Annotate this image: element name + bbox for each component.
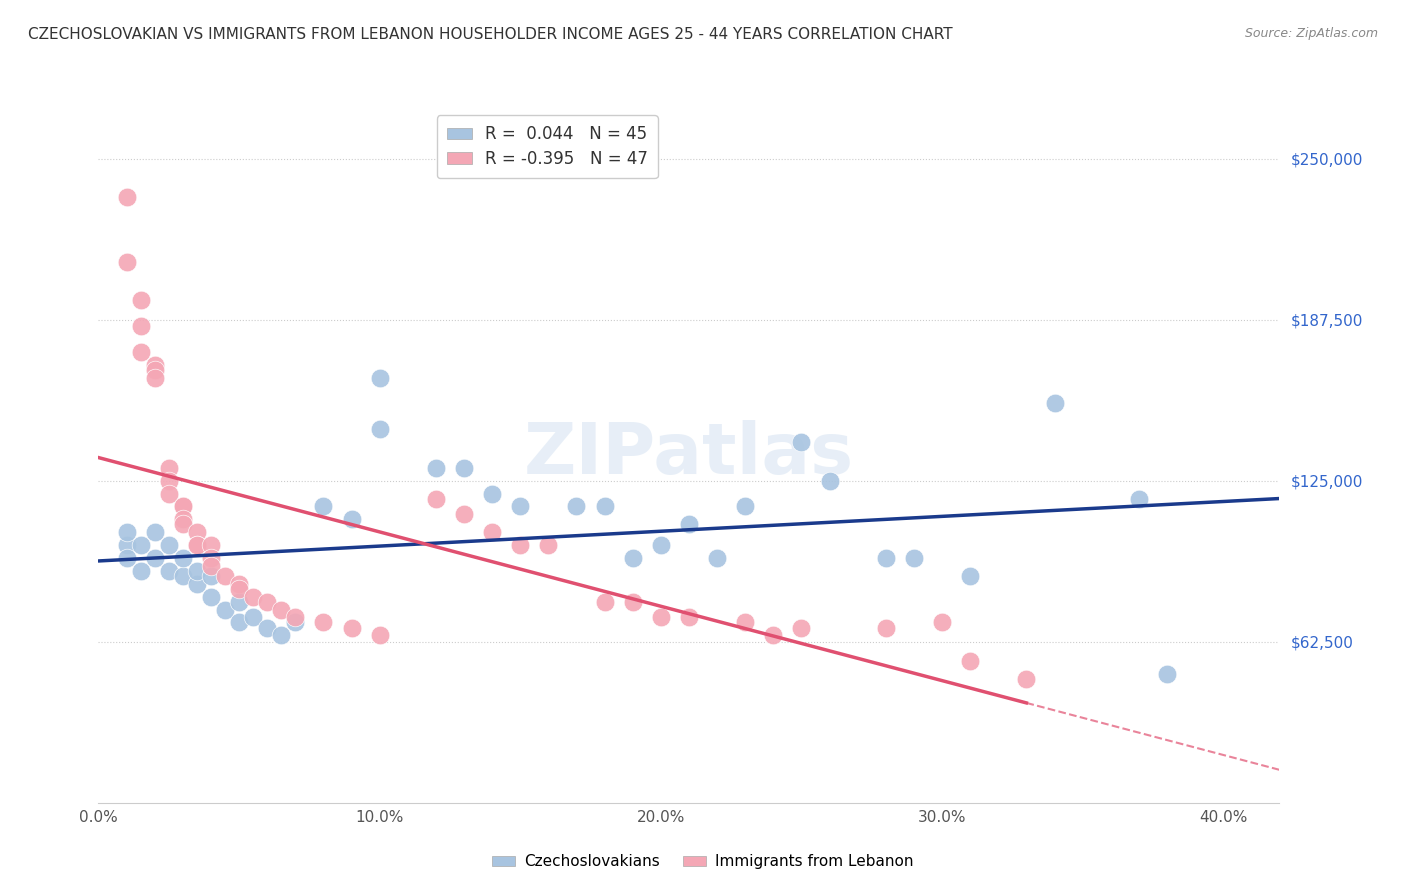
Point xyxy=(129,564,152,578)
Point xyxy=(284,615,307,630)
Point xyxy=(706,551,728,566)
Point xyxy=(157,486,180,500)
Point xyxy=(368,422,391,436)
Point xyxy=(200,551,222,566)
Point xyxy=(228,615,250,630)
Point xyxy=(186,538,208,552)
Point xyxy=(186,525,208,540)
Point xyxy=(621,595,644,609)
Point xyxy=(1015,672,1038,686)
Point xyxy=(734,615,756,630)
Point xyxy=(242,610,264,624)
Legend: Czechoslovakians, Immigrants from Lebanon: Czechoslovakians, Immigrants from Lebano… xyxy=(486,848,920,875)
Point xyxy=(340,512,363,526)
Point xyxy=(200,558,222,573)
Point xyxy=(172,569,194,583)
Point xyxy=(172,517,194,532)
Text: Source: ZipAtlas.com: Source: ZipAtlas.com xyxy=(1244,27,1378,40)
Point xyxy=(143,551,166,566)
Point xyxy=(186,564,208,578)
Point xyxy=(734,500,756,514)
Point xyxy=(129,319,152,334)
Point xyxy=(931,615,953,630)
Point xyxy=(593,595,616,609)
Point xyxy=(228,595,250,609)
Point xyxy=(200,569,222,583)
Point xyxy=(509,538,531,552)
Text: ZIPatlas: ZIPatlas xyxy=(524,420,853,490)
Point xyxy=(340,621,363,635)
Point xyxy=(425,491,447,506)
Point xyxy=(509,500,531,514)
Point xyxy=(172,500,194,514)
Point xyxy=(256,595,278,609)
Legend: R =  0.044   N = 45, R = -0.395   N = 47: R = 0.044 N = 45, R = -0.395 N = 47 xyxy=(437,115,658,178)
Point xyxy=(157,538,180,552)
Point xyxy=(242,590,264,604)
Point xyxy=(143,363,166,377)
Point xyxy=(959,654,981,668)
Point xyxy=(256,621,278,635)
Point xyxy=(790,621,813,635)
Point xyxy=(284,610,307,624)
Point xyxy=(143,358,166,372)
Point xyxy=(790,435,813,450)
Point xyxy=(115,538,138,552)
Point xyxy=(228,582,250,596)
Point xyxy=(143,370,166,384)
Point xyxy=(200,538,222,552)
Point xyxy=(481,486,503,500)
Point xyxy=(903,551,925,566)
Point xyxy=(1128,491,1150,506)
Point xyxy=(481,525,503,540)
Point xyxy=(818,474,841,488)
Point xyxy=(129,538,152,552)
Point xyxy=(537,538,560,552)
Point xyxy=(214,602,236,616)
Point xyxy=(312,615,335,630)
Point xyxy=(368,628,391,642)
Point xyxy=(875,551,897,566)
Point xyxy=(875,621,897,635)
Point xyxy=(650,538,672,552)
Point xyxy=(565,500,588,514)
Point xyxy=(270,602,292,616)
Point xyxy=(312,500,335,514)
Point xyxy=(453,507,475,521)
Point xyxy=(143,525,166,540)
Point xyxy=(762,628,785,642)
Point xyxy=(157,460,180,475)
Point xyxy=(650,610,672,624)
Point xyxy=(593,500,616,514)
Text: CZECHOSLOVAKIAN VS IMMIGRANTS FROM LEBANON HOUSEHOLDER INCOME AGES 25 - 44 YEARS: CZECHOSLOVAKIAN VS IMMIGRANTS FROM LEBAN… xyxy=(28,27,953,42)
Point xyxy=(115,525,138,540)
Point xyxy=(1156,667,1178,681)
Point xyxy=(678,517,700,532)
Point xyxy=(172,512,194,526)
Point xyxy=(270,628,292,642)
Point xyxy=(200,590,222,604)
Point xyxy=(1043,396,1066,410)
Point xyxy=(678,610,700,624)
Point xyxy=(172,551,194,566)
Point xyxy=(621,551,644,566)
Point xyxy=(115,190,138,204)
Point xyxy=(115,551,138,566)
Point xyxy=(228,576,250,591)
Point xyxy=(172,500,194,514)
Point xyxy=(129,344,152,359)
Point xyxy=(214,569,236,583)
Point xyxy=(186,576,208,591)
Point xyxy=(129,293,152,308)
Point xyxy=(157,474,180,488)
Point xyxy=(186,538,208,552)
Point xyxy=(157,564,180,578)
Point xyxy=(425,460,447,475)
Point xyxy=(115,254,138,268)
Point xyxy=(959,569,981,583)
Point xyxy=(453,460,475,475)
Point xyxy=(368,370,391,384)
